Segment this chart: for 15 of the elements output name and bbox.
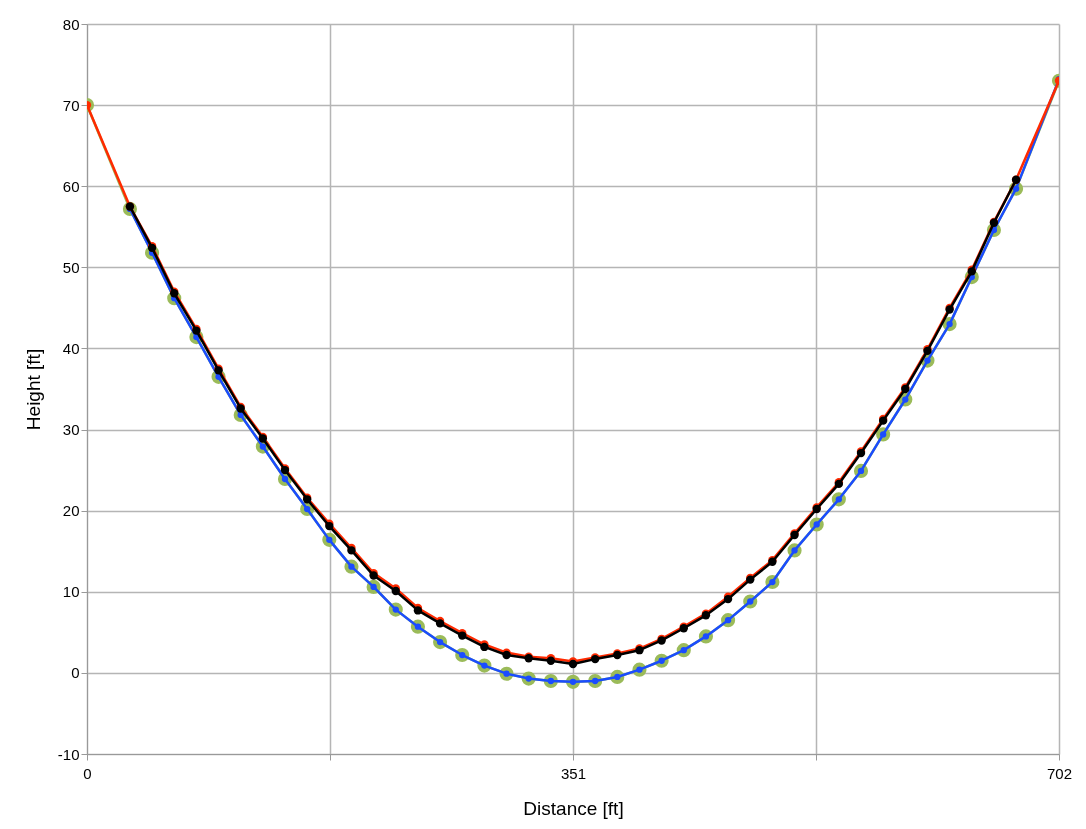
y-tick-label: 0	[71, 664, 80, 682]
y-tick-label: 60	[62, 177, 80, 195]
y-tick-label: 70	[62, 96, 80, 114]
y-tick-label: -10	[57, 745, 80, 763]
y-tick-label: 20	[62, 502, 80, 520]
y-tick-label: 30	[62, 421, 80, 439]
y-tick-label: 50	[62, 258, 80, 276]
y-tick-label: 40	[62, 339, 80, 357]
y-tick-label: 10	[62, 583, 80, 601]
x-tick-label: 702	[1046, 764, 1073, 782]
x-tick-label: 0	[83, 764, 92, 782]
x-tick-label: 351	[560, 764, 587, 782]
y-tick-label: 80	[62, 15, 80, 33]
y-axis-title: Height [ft]	[22, 348, 44, 431]
x-axis-title: Distance [ft]	[523, 797, 624, 819]
